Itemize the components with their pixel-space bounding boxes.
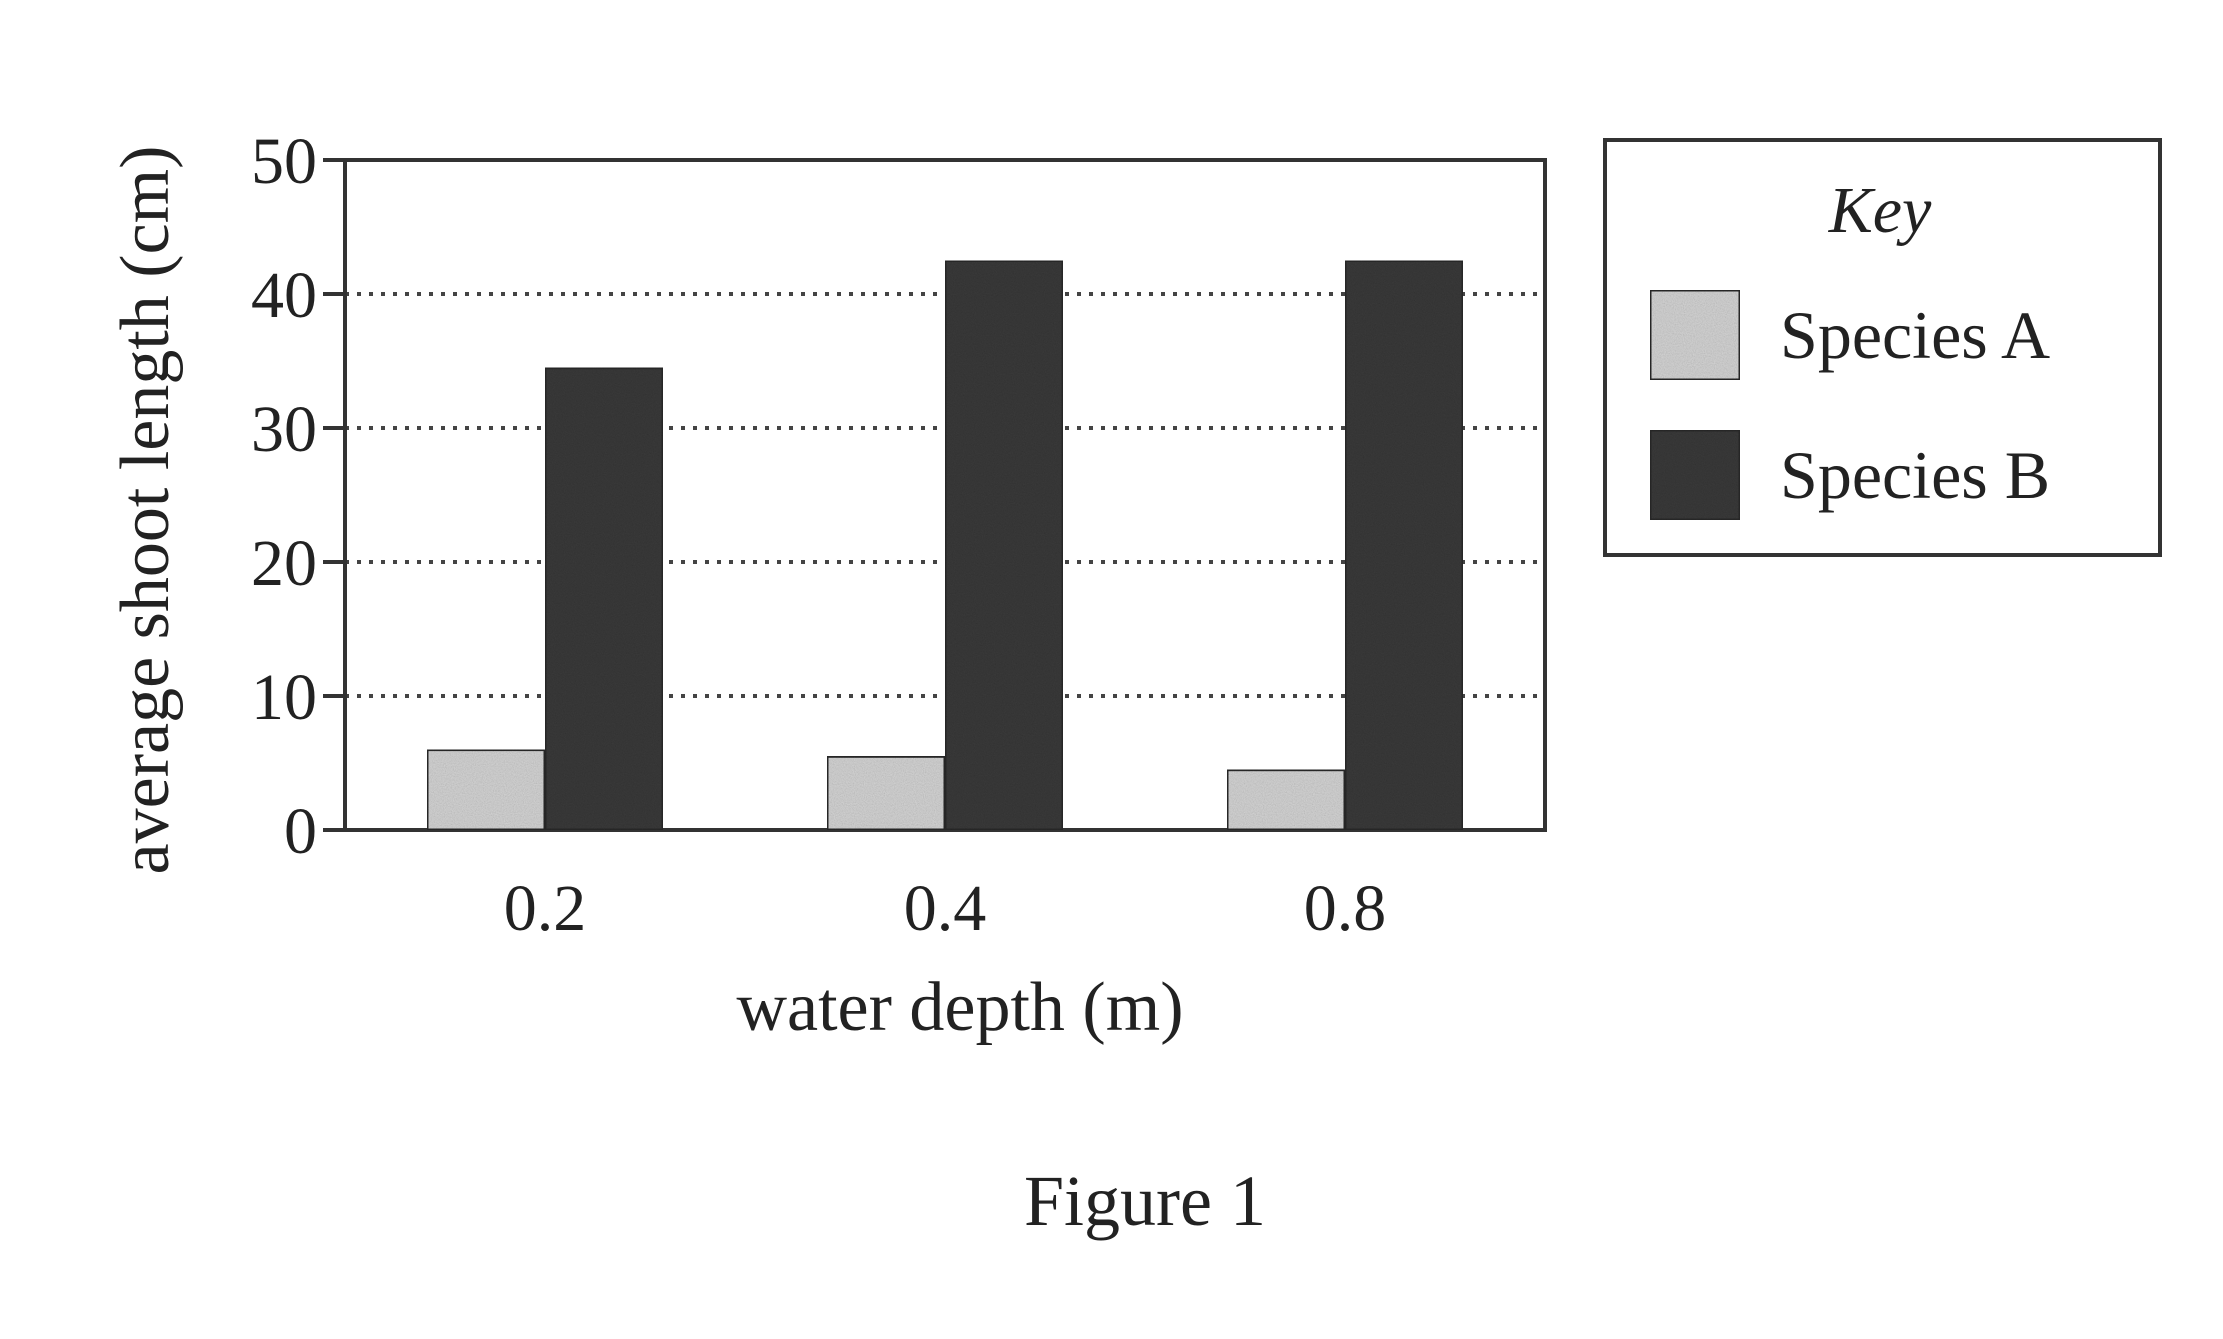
bars xyxy=(425,259,1465,832)
legend: Key Species A Species B xyxy=(1603,138,2162,557)
bar-species-a xyxy=(1225,768,1347,832)
y-tick-label: 50 xyxy=(251,125,317,198)
y-tick-label: 20 xyxy=(251,527,317,600)
legend-title: Key xyxy=(1828,174,1932,247)
legend-swatch xyxy=(1648,288,1742,382)
x-axis-ticks: 0.2 0.4 0.8 xyxy=(504,872,1387,945)
x-tick-label: 0.8 xyxy=(1304,872,1387,945)
y-tick-label: 40 xyxy=(251,259,317,332)
y-axis-title: average shoot length (cm) xyxy=(107,146,184,875)
bar-species-b xyxy=(543,366,665,832)
x-axis-title: water depth (m) xyxy=(736,969,1183,1046)
legend-items: Species A Species B xyxy=(1648,288,2050,522)
bar-species-a xyxy=(825,754,947,832)
legend-label: Species A xyxy=(1780,297,2050,373)
y-axis-ticks: 0 10 20 30 40 50 xyxy=(251,125,345,868)
legend-swatch xyxy=(1648,428,1742,522)
y-tick-label: 0 xyxy=(284,795,317,868)
x-tick-label: 0.4 xyxy=(904,872,987,945)
bar-species-b xyxy=(943,259,1065,832)
legend-label: Species B xyxy=(1780,437,2050,513)
figure-caption: Figure 1 xyxy=(1024,1161,1266,1241)
x-tick-label: 0.2 xyxy=(504,872,587,945)
y-tick-label: 10 xyxy=(251,661,317,734)
y-tick-label: 30 xyxy=(251,393,317,466)
bar-species-b xyxy=(1343,259,1465,832)
bar-species-a xyxy=(425,748,547,832)
